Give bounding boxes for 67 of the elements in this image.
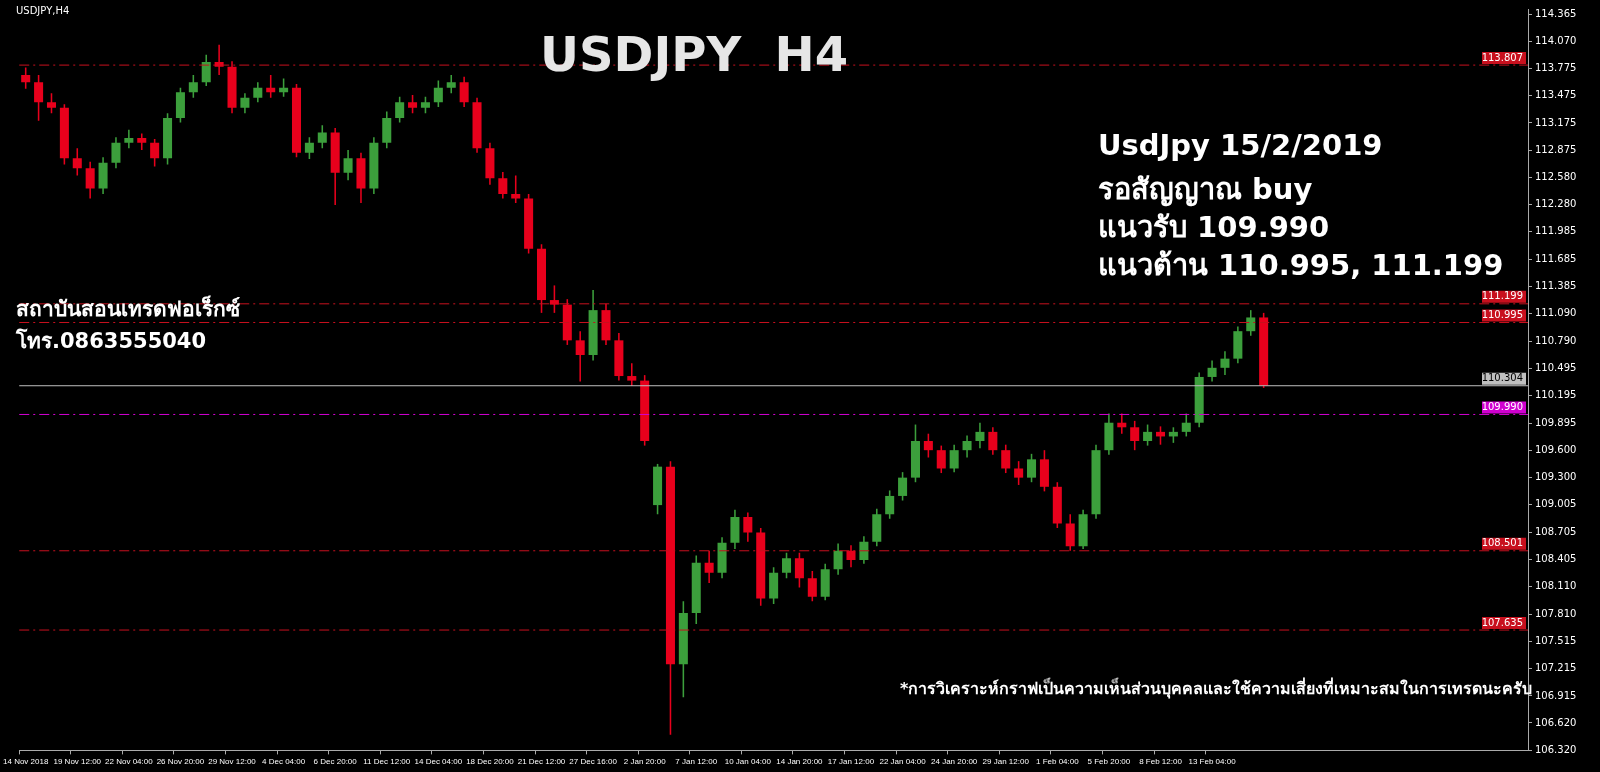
x-tick-label: 13 Feb 04:00: [1188, 757, 1237, 767]
x-tick-label: 24 Jan 20:00: [931, 757, 978, 767]
y-tick-label: 110.790: [1535, 334, 1577, 346]
x-tick-label: 17 Jan 12:00: [827, 757, 875, 767]
x-tick-label: 26 Nov 20:00: [156, 757, 205, 767]
y-tick-label: 111.090: [1535, 307, 1577, 319]
ref-line-label: 113.807: [1481, 51, 1523, 63]
x-tick-label: 7 Jan 12:00: [675, 757, 718, 767]
ref-line-label: 110.304: [1481, 372, 1523, 384]
y-tick-label: 109.300: [1535, 471, 1577, 483]
y-tick-label: 112.580: [1535, 171, 1577, 183]
x-tick-label: 27 Dec 16:00: [569, 757, 618, 767]
y-tick-label: 109.005: [1535, 498, 1577, 510]
y-tick-label: 106.320: [1535, 743, 1577, 755]
y-tick-label: 111.385: [1535, 280, 1577, 292]
annotation: แนวรับ 109.990: [1098, 210, 1330, 244]
x-tick-label: 29 Jan 12:00: [982, 757, 1030, 767]
y-tick-label: 112.280: [1535, 198, 1577, 210]
x-tick-label: 22 Jan 04:00: [879, 757, 927, 767]
y-tick-label: 108.405: [1535, 553, 1577, 565]
annotation: แนวต้าน 110.995, 111.199: [1098, 248, 1504, 282]
y-tick-label: 114.365: [1535, 7, 1577, 19]
y-tick-label: 109.600: [1535, 443, 1577, 455]
x-tick-label: 4 Dec 04:00: [262, 757, 306, 767]
y-tick-label: 109.895: [1535, 416, 1577, 428]
y-tick-label: 113.775: [1535, 61, 1577, 73]
y-tick-label: 107.810: [1535, 607, 1577, 619]
y-tick-label: 106.620: [1535, 716, 1577, 728]
chart-title: USDJPY H4: [540, 26, 849, 82]
y-tick-label: 113.175: [1535, 116, 1577, 128]
x-tick-label: 14 Jan 20:00: [776, 757, 824, 767]
y-tick-label: 112.875: [1535, 144, 1577, 156]
y-tick-label: 110.495: [1535, 361, 1577, 373]
ref-line-label: 109.990: [1481, 401, 1523, 413]
ref-line-label: 107.635: [1481, 616, 1523, 628]
x-tick-label: 21 Dec 12:00: [517, 757, 566, 767]
annotation: สถาบันสอนเทรดฟอเร็กซ์: [16, 294, 240, 323]
y-tick-label: 108.110: [1535, 580, 1577, 592]
y-tick-label: 107.515: [1535, 634, 1577, 646]
x-tick-label: 2 Jan 20:00: [623, 757, 667, 767]
x-tick-label: 14 Dec 04:00: [414, 757, 463, 767]
y-tick-label: 111.985: [1535, 225, 1577, 237]
x-tick-label: 29 Nov 12:00: [208, 757, 257, 767]
y-tick-label: 113.475: [1535, 89, 1577, 101]
y-tick-label: 106.915: [1535, 689, 1577, 701]
x-tick-label: 8 Feb 12:00: [1139, 757, 1183, 767]
x-tick-label: 22 Nov 04:00: [105, 757, 154, 767]
x-tick-label: 19 Nov 12:00: [53, 757, 102, 767]
y-tick-label: 111.685: [1535, 252, 1577, 264]
y-tick-label: 108.705: [1535, 525, 1577, 537]
y-tick-label: 110.195: [1535, 389, 1577, 401]
x-tick-label: 6 Dec 20:00: [313, 757, 358, 767]
x-tick-label: 11 Dec 12:00: [363, 757, 411, 767]
x-tick-label: 18 Dec 20:00: [466, 757, 515, 767]
annotation: UsdJpy 15/2/2019: [1098, 128, 1383, 162]
x-tick-label: 5 Feb 20:00: [1087, 757, 1131, 767]
x-tick-label: 14 Nov 2018: [3, 757, 49, 767]
chart-subtitle: USDJPY,H4: [16, 5, 70, 16]
y-tick-label: 107.215: [1535, 662, 1577, 674]
ref-line-label: 111.199: [1481, 290, 1523, 302]
annotation: โทร.0863555040: [16, 327, 207, 355]
ref-line-label: 110.995: [1481, 309, 1523, 321]
y-tick-label: 114.070: [1535, 34, 1577, 46]
x-tick-label: 1 Feb 04:00: [1035, 757, 1080, 767]
ref-line-label: 108.501: [1481, 537, 1523, 549]
x-tick-label: 10 Jan 04:00: [724, 757, 772, 767]
annotation: รอสัญญาณ buy: [1098, 172, 1313, 206]
